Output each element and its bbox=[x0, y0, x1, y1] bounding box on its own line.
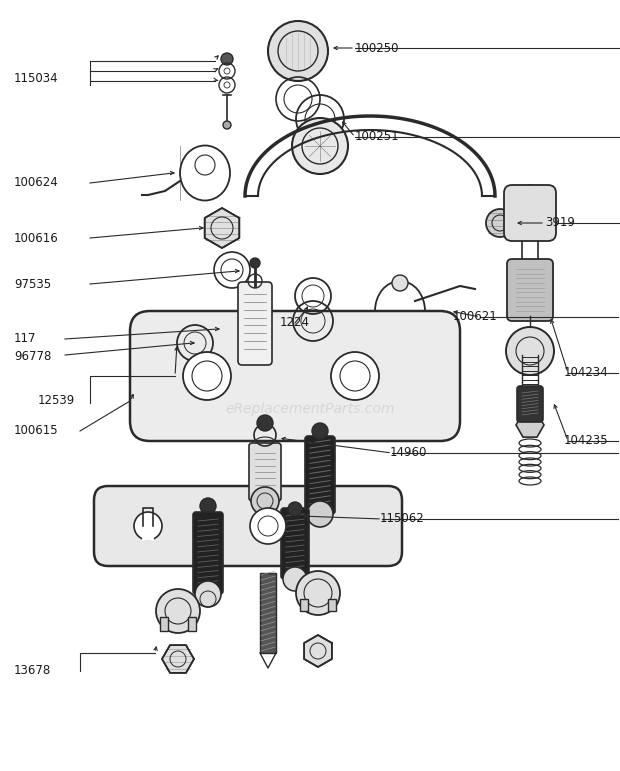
Text: 12539: 12539 bbox=[38, 395, 75, 408]
Circle shape bbox=[257, 415, 273, 431]
Circle shape bbox=[195, 581, 221, 607]
Text: 104235: 104235 bbox=[564, 435, 609, 447]
Text: 1224: 1224 bbox=[280, 317, 310, 329]
Circle shape bbox=[183, 352, 231, 400]
Circle shape bbox=[251, 487, 279, 515]
Circle shape bbox=[156, 589, 200, 633]
Circle shape bbox=[307, 501, 333, 527]
FancyBboxPatch shape bbox=[281, 508, 309, 579]
Text: 100250: 100250 bbox=[355, 42, 399, 55]
FancyBboxPatch shape bbox=[249, 443, 281, 501]
Bar bbox=[143, 522, 153, 540]
Polygon shape bbox=[516, 413, 544, 437]
Polygon shape bbox=[162, 645, 194, 673]
FancyBboxPatch shape bbox=[193, 512, 223, 594]
Circle shape bbox=[331, 352, 379, 400]
FancyBboxPatch shape bbox=[305, 436, 335, 514]
Bar bbox=[160, 617, 168, 631]
Text: 115062: 115062 bbox=[380, 513, 425, 526]
Text: 3919: 3919 bbox=[545, 217, 575, 230]
Circle shape bbox=[250, 258, 260, 268]
Text: 100251: 100251 bbox=[355, 130, 400, 143]
Bar bbox=[188, 617, 196, 631]
Text: 97535: 97535 bbox=[14, 278, 51, 291]
Circle shape bbox=[250, 508, 286, 544]
Text: 14960: 14960 bbox=[390, 446, 427, 460]
Circle shape bbox=[134, 512, 162, 540]
Text: 100621: 100621 bbox=[453, 311, 498, 324]
Circle shape bbox=[283, 567, 307, 591]
Text: 100624: 100624 bbox=[14, 177, 59, 190]
Text: eReplacementParts.com: eReplacementParts.com bbox=[225, 402, 395, 416]
Circle shape bbox=[221, 53, 233, 65]
Text: 100615: 100615 bbox=[14, 425, 59, 437]
Text: 104234: 104234 bbox=[564, 366, 609, 379]
Circle shape bbox=[268, 21, 328, 81]
FancyBboxPatch shape bbox=[94, 486, 402, 566]
Circle shape bbox=[392, 275, 408, 291]
Polygon shape bbox=[304, 635, 332, 667]
Text: 100616: 100616 bbox=[14, 231, 59, 244]
Text: 115034: 115034 bbox=[14, 72, 59, 85]
Circle shape bbox=[516, 185, 544, 213]
Text: 117: 117 bbox=[14, 332, 37, 345]
FancyBboxPatch shape bbox=[130, 311, 460, 441]
Text: 96778: 96778 bbox=[14, 349, 51, 362]
Circle shape bbox=[288, 502, 302, 516]
Circle shape bbox=[296, 571, 340, 615]
Circle shape bbox=[200, 498, 216, 514]
Polygon shape bbox=[260, 573, 276, 653]
FancyBboxPatch shape bbox=[507, 259, 553, 321]
FancyBboxPatch shape bbox=[504, 185, 556, 241]
Circle shape bbox=[506, 327, 554, 375]
Bar bbox=[328, 599, 336, 611]
Text: 13678: 13678 bbox=[14, 665, 51, 678]
Bar bbox=[300, 599, 308, 611]
Circle shape bbox=[292, 118, 348, 174]
Circle shape bbox=[312, 423, 328, 439]
Circle shape bbox=[223, 121, 231, 129]
FancyBboxPatch shape bbox=[238, 282, 272, 365]
Polygon shape bbox=[205, 208, 239, 248]
Circle shape bbox=[486, 209, 514, 237]
FancyBboxPatch shape bbox=[517, 386, 543, 422]
